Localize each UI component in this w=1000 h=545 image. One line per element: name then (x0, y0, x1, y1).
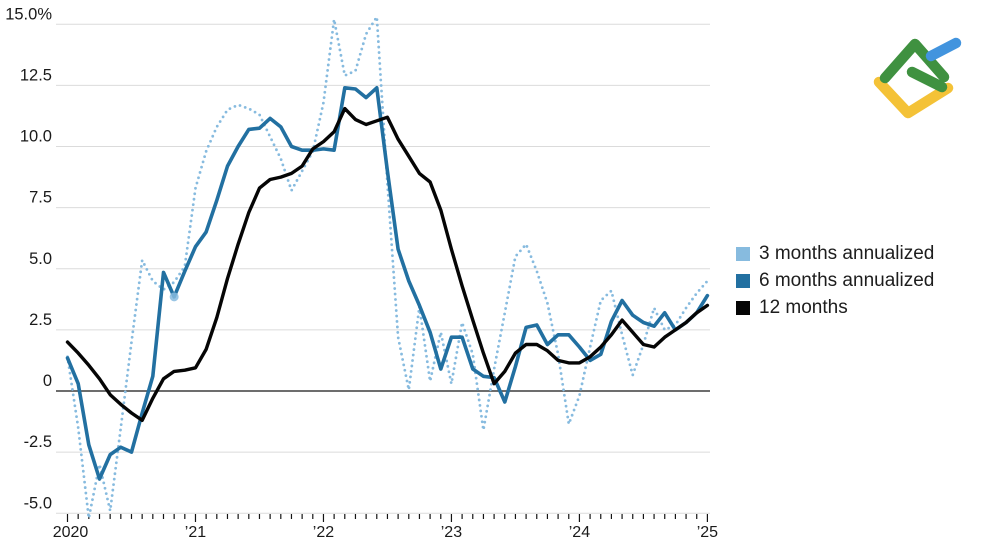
legend-swatch-3-months (736, 246, 750, 261)
y-axis-label: 15.0% (5, 5, 52, 23)
y-axis-label: 10.0 (20, 128, 52, 146)
x-axis-label: 2020 (53, 524, 89, 541)
series-line-12-months (65, 106, 710, 422)
legend-item-3-months: 3 months annualized (736, 240, 934, 267)
highlight-marker-dot (169, 292, 179, 302)
logo-yellow-check (873, 76, 954, 119)
y-axis-label: 0 (43, 372, 52, 390)
logo-green-arm (906, 66, 948, 93)
x-axis-label: ’21 (185, 524, 206, 541)
legend-item-12-months: 12 months (736, 294, 934, 321)
legend-swatch-6-months (736, 273, 750, 288)
legend-swatch-12-months (736, 300, 750, 315)
x-axis-label: ’22 (313, 524, 334, 541)
y-axis-label: -5.0 (24, 494, 52, 512)
logo-blue-tip (925, 37, 962, 62)
y-axis-label: -2.5 (24, 433, 52, 451)
legend-label-6-months: 6 months annualized (759, 269, 935, 291)
x-axis-label: ’25 (697, 524, 718, 541)
x-axis-label: ’23 (441, 524, 462, 541)
legend-label-3-months: 3 months annualized (759, 242, 935, 264)
x-axis-label: ’24 (569, 524, 590, 541)
series-line-3-months-annualized (66, 15, 709, 520)
y-axis-label: 7.5 (29, 189, 52, 207)
y-axis-label: 5.0 (29, 250, 52, 268)
y-axis-label: 12.5 (20, 66, 52, 84)
litefinance-logo (873, 37, 962, 119)
y-axis-label: 2.5 (29, 311, 52, 329)
legend-label-12-months: 12 months (759, 296, 848, 318)
logo-green-peak (879, 38, 950, 84)
legend-item-6-months: 6 months annualized (736, 267, 934, 294)
chart-legend: 3 months annualized 6 months annualized … (736, 240, 934, 321)
